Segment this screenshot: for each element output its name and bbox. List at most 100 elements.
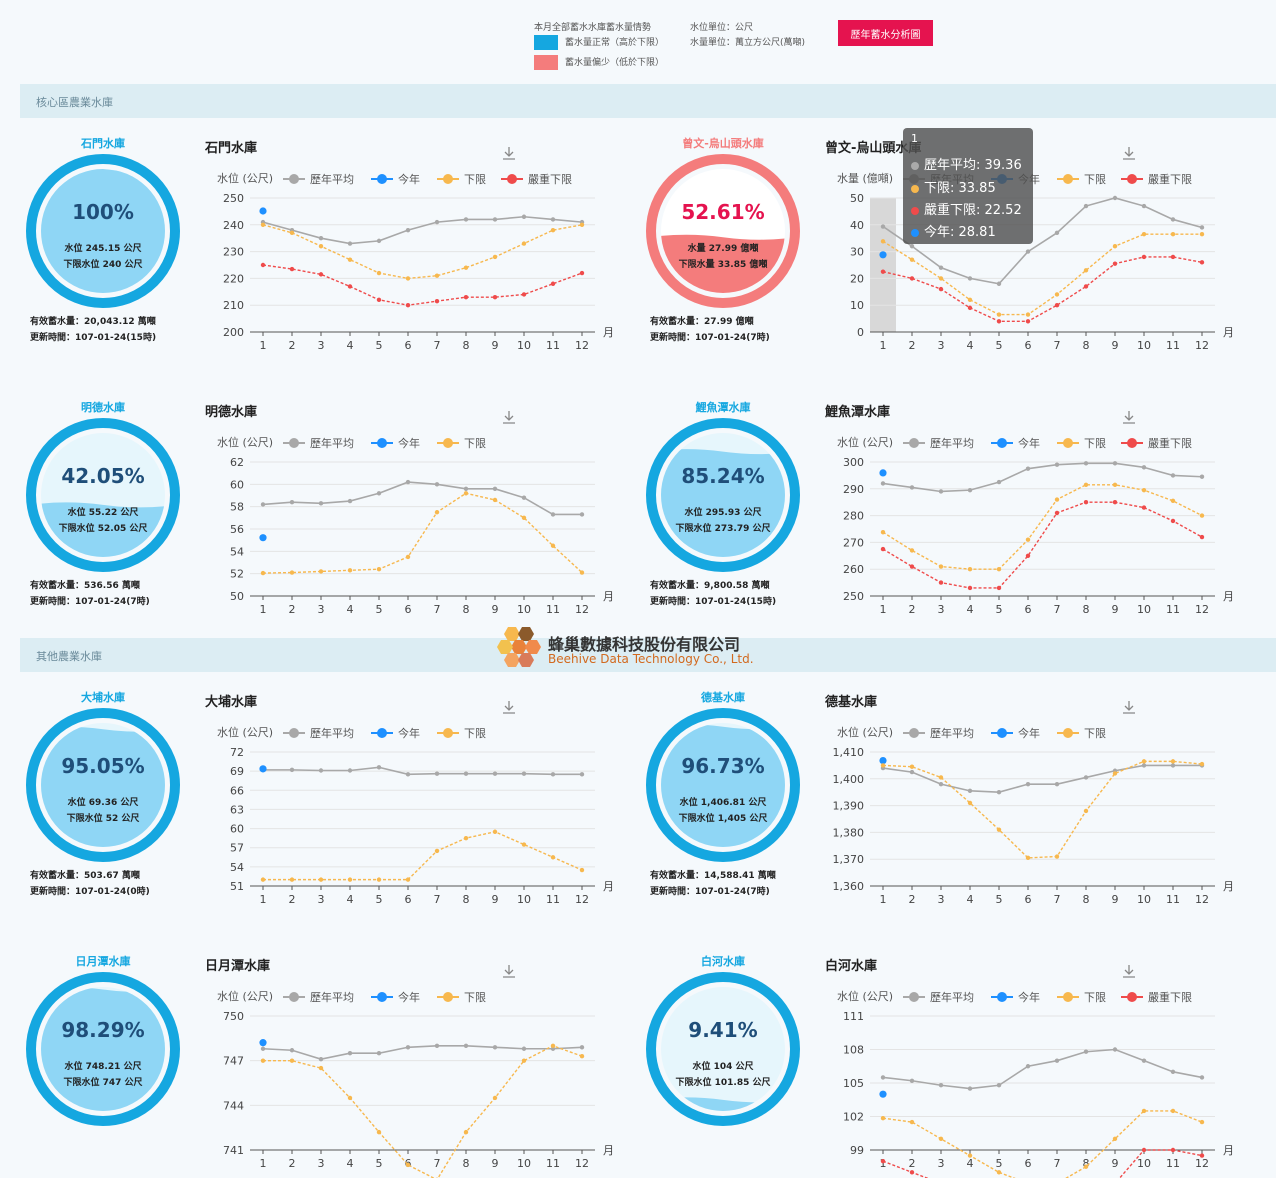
data-point-avg xyxy=(1084,204,1088,208)
data-point-avg xyxy=(580,512,584,516)
legend-label-now[interactable]: 今年 xyxy=(398,172,420,186)
data-point-lower xyxy=(348,257,352,261)
legend-label-lower[interactable]: 下限 xyxy=(464,991,486,1004)
data-point-now xyxy=(259,1039,266,1046)
x-tick-label: 10 xyxy=(1137,893,1151,906)
legend-label-now[interactable]: 今年 xyxy=(398,990,420,1004)
download-icon[interactable] xyxy=(503,147,515,159)
data-point-avg xyxy=(910,770,914,774)
legend-label-severe[interactable]: 嚴重下限 xyxy=(1148,990,1192,1004)
data-point-now xyxy=(879,1091,886,1098)
x-tick-label: 4 xyxy=(347,603,354,616)
legend-label-avg[interactable]: 歷年平均 xyxy=(310,172,354,186)
download-icon[interactable] xyxy=(1123,147,1135,159)
download-icon[interactable] xyxy=(1123,411,1135,423)
series-line-avg xyxy=(883,463,1202,491)
data-point-lower xyxy=(1055,292,1059,296)
data-point-avg xyxy=(261,502,265,506)
legend-label-severe[interactable]: 嚴重下限 xyxy=(1148,436,1192,450)
download-icon[interactable] xyxy=(1123,701,1135,713)
download-icon[interactable] xyxy=(1123,965,1135,977)
data-point-avg xyxy=(1055,231,1059,235)
data-point-lower xyxy=(319,569,323,573)
data-point-lower xyxy=(522,516,526,520)
y-tick-label: 250 xyxy=(223,192,244,205)
legend-label-lower[interactable]: 下限 xyxy=(1084,727,1106,740)
analysis-button[interactable]: 歷年蓄水分析圖 xyxy=(838,20,933,46)
gauge-line2: 下限水位 101.85 公尺 xyxy=(676,1076,771,1088)
gauge-title: 德基水庫 xyxy=(700,690,745,704)
legend-label-avg[interactable]: 歷年平均 xyxy=(930,990,974,1004)
data-point-lower xyxy=(968,298,972,302)
legend-dot-avg xyxy=(909,728,919,738)
legend-label-now[interactable]: 今年 xyxy=(1018,990,1040,1004)
x-tick-label: 7 xyxy=(434,339,441,352)
legend-dot-lower xyxy=(443,728,453,738)
beehive-logo-icon xyxy=(496,625,544,669)
legend-label-lower[interactable]: 下限 xyxy=(1084,173,1106,186)
legend-label-lower[interactable]: 下限 xyxy=(464,727,486,740)
x-tick-label: 1 xyxy=(260,603,267,616)
x-tick-label: 10 xyxy=(1137,339,1151,352)
legend-label-avg[interactable]: 歷年平均 xyxy=(310,726,354,740)
download-icon[interactable] xyxy=(503,965,515,977)
legend-label-lower[interactable]: 下限 xyxy=(464,173,486,186)
x-tick-label: 9 xyxy=(492,1157,499,1170)
legend-label-avg[interactable]: 歷年平均 xyxy=(310,990,354,1004)
data-point-severe xyxy=(319,272,323,276)
y-tick-label: 108 xyxy=(843,1044,864,1057)
legend-label-lower[interactable]: 下限 xyxy=(1084,991,1106,1004)
x-tick-label: 12 xyxy=(1195,893,1209,906)
legend-label-now[interactable]: 今年 xyxy=(1018,436,1040,450)
download-icon[interactable] xyxy=(503,411,515,423)
gauge-percent: 96.73% xyxy=(681,754,764,778)
data-point-lower xyxy=(1200,513,1204,517)
tooltip-label: 下限: 33.85 xyxy=(924,181,996,196)
legend-label-avg[interactable]: 歷年平均 xyxy=(930,726,974,740)
legend-label-now[interactable]: 今年 xyxy=(1018,726,1040,740)
data-point-severe xyxy=(522,292,526,296)
legend-title: 本月全部蓄水水庫蓄水量情勢 xyxy=(534,20,651,33)
legend-label-lower[interactable]: 下限 xyxy=(1084,437,1106,450)
data-point-avg xyxy=(377,491,381,495)
normal-swatch xyxy=(534,35,558,50)
data-point-avg xyxy=(1055,462,1059,466)
legend-label-now[interactable]: 今年 xyxy=(398,436,420,450)
data-point-lower xyxy=(580,223,584,227)
x-tick-label: 10 xyxy=(1137,603,1151,616)
x-tick-label: 5 xyxy=(376,1157,383,1170)
data-point-severe xyxy=(1055,303,1059,307)
series-line-avg xyxy=(263,1046,582,1059)
gauge-percent: 9.41% xyxy=(688,1018,757,1042)
x-tick-label: 6 xyxy=(1025,339,1032,352)
data-point-severe xyxy=(290,267,294,271)
x-tick-label: 5 xyxy=(376,893,383,906)
data-point-now xyxy=(259,534,266,541)
data-point-avg xyxy=(348,499,352,503)
x-tick-label: 1 xyxy=(260,893,267,906)
legend-label-lower[interactable]: 下限 xyxy=(464,437,486,450)
download-icon[interactable] xyxy=(503,701,515,713)
legend-dot-severe xyxy=(507,174,517,184)
line-chart: 鯉魚潭水庫水位 (公尺)歷年平均今年下限嚴重下限2502602702802903… xyxy=(825,399,1240,624)
gauge-line2: 下限水位 273.79 公尺 xyxy=(676,522,771,534)
data-point-lower xyxy=(1084,483,1088,487)
data-point-lower xyxy=(1084,809,1088,813)
gauge-line2: 下限水位 747 公尺 xyxy=(63,1076,142,1088)
data-point-severe xyxy=(435,299,439,303)
legend-label-severe[interactable]: 嚴重下限 xyxy=(1148,172,1192,186)
y-tick-label: 1,370 xyxy=(833,853,865,866)
legend-label-avg[interactable]: 歷年平均 xyxy=(930,436,974,450)
y-axis-label: 水位 (公尺) xyxy=(217,171,273,185)
x-tick-label: 8 xyxy=(463,339,470,352)
legend-label-avg[interactable]: 歷年平均 xyxy=(310,436,354,450)
series-line-avg xyxy=(263,482,582,514)
data-point-lower xyxy=(522,1058,526,1062)
legend-label-severe[interactable]: 嚴重下限 xyxy=(528,172,572,186)
legend-label-now[interactable]: 今年 xyxy=(398,726,420,740)
x-tick-label: 1 xyxy=(880,339,887,352)
data-point-avg xyxy=(939,782,943,786)
tooltip-dot xyxy=(911,162,919,170)
data-point-lower xyxy=(939,1137,943,1141)
